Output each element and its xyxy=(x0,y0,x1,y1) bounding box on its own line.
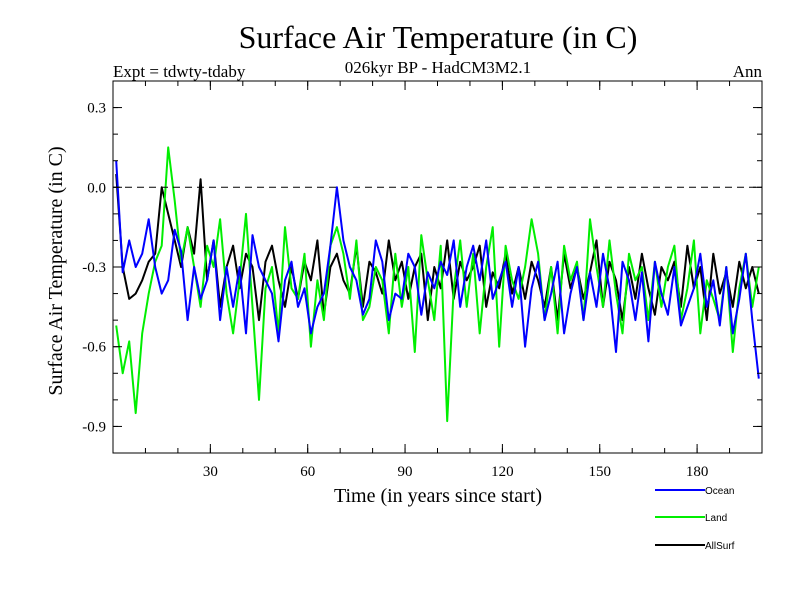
y-tick-label: 0.3 xyxy=(87,101,106,117)
season-label: Ann xyxy=(733,62,763,81)
experiment-label: Expt = tdwty-tdaby xyxy=(113,62,246,81)
y-tick-label: 0.0 xyxy=(87,180,106,196)
y-tick-label: -0.6 xyxy=(82,340,106,356)
x-tick-label: 90 xyxy=(398,464,413,480)
y-axis-label: Surface Air Temperature (in C) xyxy=(45,146,67,395)
y-tick-label: -0.3 xyxy=(82,260,106,276)
series-line-ocean xyxy=(115,160,760,379)
x-tick-label: 180 xyxy=(686,464,709,480)
x-axis-label: Time (in years since start) xyxy=(334,485,542,507)
y-tick-label: -0.9 xyxy=(82,419,106,435)
legend-label-land: Land xyxy=(705,513,727,524)
chart-subtitle: 026kyr BP - HadCM3M2.1 xyxy=(345,58,531,77)
plot-frame xyxy=(112,80,763,454)
x-tick-label: 120 xyxy=(491,464,514,480)
x-tick-label: 30 xyxy=(203,464,218,480)
legend-label-allsurf: AllSurf xyxy=(705,541,735,552)
series-line-land xyxy=(115,146,760,423)
x-tick-label: 60 xyxy=(300,464,315,480)
chart-title: Surface Air Temperature (in C) xyxy=(239,19,638,55)
legend-label-ocean: Ocean xyxy=(705,486,734,497)
x-tick-label: 150 xyxy=(589,464,612,480)
